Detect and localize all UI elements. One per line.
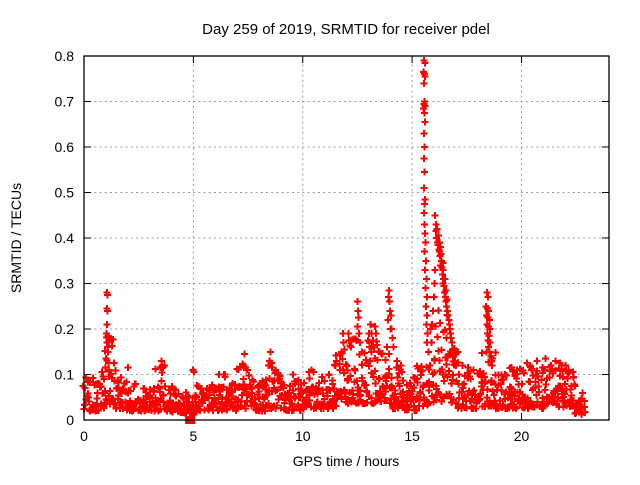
x-tick-label: 0 xyxy=(80,428,88,444)
y-tick-label: 0.6 xyxy=(55,139,75,155)
y-tick-label: 0.5 xyxy=(55,185,75,201)
y-tick-label: 0.2 xyxy=(55,321,75,337)
x-axis-label: GPS time / hours xyxy=(293,453,400,469)
x-tick-label: 15 xyxy=(404,428,420,444)
plot-border xyxy=(83,55,610,421)
y-tick-label: 0.3 xyxy=(55,276,75,292)
y-tick-label: 0.7 xyxy=(55,94,75,110)
y-axis-label: SRMTID / TECUs xyxy=(8,183,24,293)
y-tick-label: 0.4 xyxy=(55,230,75,246)
scatter-points xyxy=(79,57,589,418)
x-tick-label: 20 xyxy=(514,428,530,444)
chart-title: Day 259 of 2019, SRMTID for receiver pde… xyxy=(202,21,490,38)
y-tick-label: 0.8 xyxy=(55,48,75,64)
plot-area: 0 0.1 0.2 0.3 0.4 0.5 0.6 0.7 0.8 0 5 10 15 20 xyxy=(55,48,610,444)
y-tick-label: 0 xyxy=(66,412,74,428)
x-tick-label: 5 xyxy=(189,428,197,444)
x-tick-label: 10 xyxy=(295,428,311,444)
y-tick-label: 0.1 xyxy=(55,367,75,383)
